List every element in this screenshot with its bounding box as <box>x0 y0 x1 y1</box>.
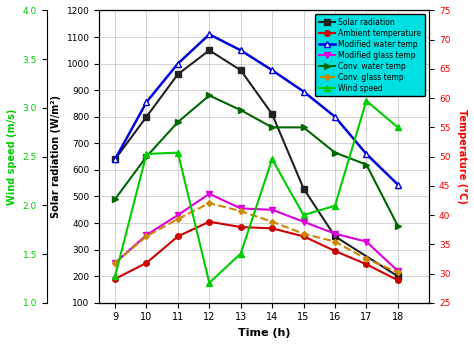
Conv. water temp <box>301 125 306 129</box>
Modified glass temp <box>332 231 338 236</box>
Solar radiation <box>301 186 306 190</box>
Solar radiation <box>332 234 338 238</box>
Ambient temperature <box>207 220 212 224</box>
Conv. glass temp <box>207 201 212 205</box>
Conv. glass temp <box>112 261 118 265</box>
Solar radiation <box>207 48 212 52</box>
Line: Modified glass temp: Modified glass temp <box>112 191 401 274</box>
Modified water temp <box>238 48 244 52</box>
Modified glass temp <box>364 239 369 244</box>
Legend: Solar radiation, Ambient temperature, Modified water temp, Modified glass temp, : Solar radiation, Ambient temperature, Mo… <box>315 14 425 96</box>
Conv. glass temp <box>144 234 149 238</box>
Wind speed <box>364 99 369 103</box>
Conv. water temp <box>175 120 181 124</box>
Conv. glass temp <box>301 231 306 236</box>
Ambient temperature <box>144 261 149 265</box>
Modified glass temp <box>269 208 275 212</box>
Modified glass temp <box>395 269 401 273</box>
Modified water temp <box>332 115 338 119</box>
Ambient temperature <box>395 278 401 282</box>
Modified glass temp <box>175 213 181 217</box>
Modified water temp <box>269 68 275 72</box>
Ambient temperature <box>332 249 338 253</box>
Line: Solar radiation: Solar radiation <box>112 48 401 279</box>
Conv. glass temp <box>238 209 244 213</box>
Modified glass temp <box>238 206 244 210</box>
Conv. water temp <box>395 224 401 228</box>
Solar radiation <box>175 72 181 76</box>
X-axis label: Time (h): Time (h) <box>238 328 291 338</box>
Line: Conv. water temp: Conv. water temp <box>111 92 401 229</box>
Ambient temperature <box>269 226 275 230</box>
Wind speed <box>175 150 181 155</box>
Conv. glass temp <box>175 217 181 221</box>
Ambient temperature <box>238 225 244 229</box>
Wind speed <box>144 152 149 156</box>
Modified glass temp <box>207 192 212 196</box>
Conv. water temp <box>112 197 118 201</box>
Line: Ambient temperature: Ambient temperature <box>112 219 401 283</box>
Conv. glass temp <box>332 239 338 244</box>
Y-axis label: Solar radiation (W/m²): Solar radiation (W/m²) <box>51 95 61 218</box>
Y-axis label: Temperature (°C): Temperature (°C) <box>457 109 467 204</box>
Modified glass temp <box>301 220 306 224</box>
Modified water temp <box>112 157 118 161</box>
Y-axis label: Wind speed (m/s): Wind speed (m/s) <box>7 108 17 205</box>
Ambient temperature <box>301 234 306 238</box>
Ambient temperature <box>364 262 369 266</box>
Wind speed <box>238 252 244 256</box>
Wind speed <box>395 125 401 129</box>
Wind speed <box>112 274 118 278</box>
Conv. water temp <box>144 155 149 159</box>
Modified water temp <box>364 152 369 156</box>
Modified water temp <box>207 32 212 37</box>
Solar radiation <box>395 274 401 278</box>
Modified water temp <box>301 89 306 93</box>
Solar radiation <box>144 115 149 119</box>
Modified water temp <box>175 61 181 66</box>
Ambient temperature <box>175 234 181 238</box>
Conv. glass temp <box>395 270 401 274</box>
Line: Modified water temp: Modified water temp <box>111 31 401 188</box>
Line: Wind speed: Wind speed <box>112 98 401 286</box>
Modified glass temp <box>112 261 118 265</box>
Modified water temp <box>144 100 149 104</box>
Wind speed <box>332 204 338 208</box>
Modified water temp <box>395 183 401 187</box>
Conv. water temp <box>332 150 338 155</box>
Solar radiation <box>269 112 275 116</box>
Solar radiation <box>112 157 118 161</box>
Solar radiation <box>238 68 244 72</box>
Conv. water temp <box>364 162 369 167</box>
Ambient temperature <box>112 277 118 281</box>
Wind speed <box>207 281 212 285</box>
Conv. water temp <box>238 108 244 112</box>
Conv. water temp <box>207 93 212 98</box>
Conv. glass temp <box>269 220 275 224</box>
Conv. water temp <box>269 125 275 129</box>
Wind speed <box>301 213 306 217</box>
Wind speed <box>269 157 275 161</box>
Conv. glass temp <box>364 257 369 261</box>
Line: Conv. glass temp: Conv. glass temp <box>113 201 400 274</box>
Modified glass temp <box>144 233 149 237</box>
